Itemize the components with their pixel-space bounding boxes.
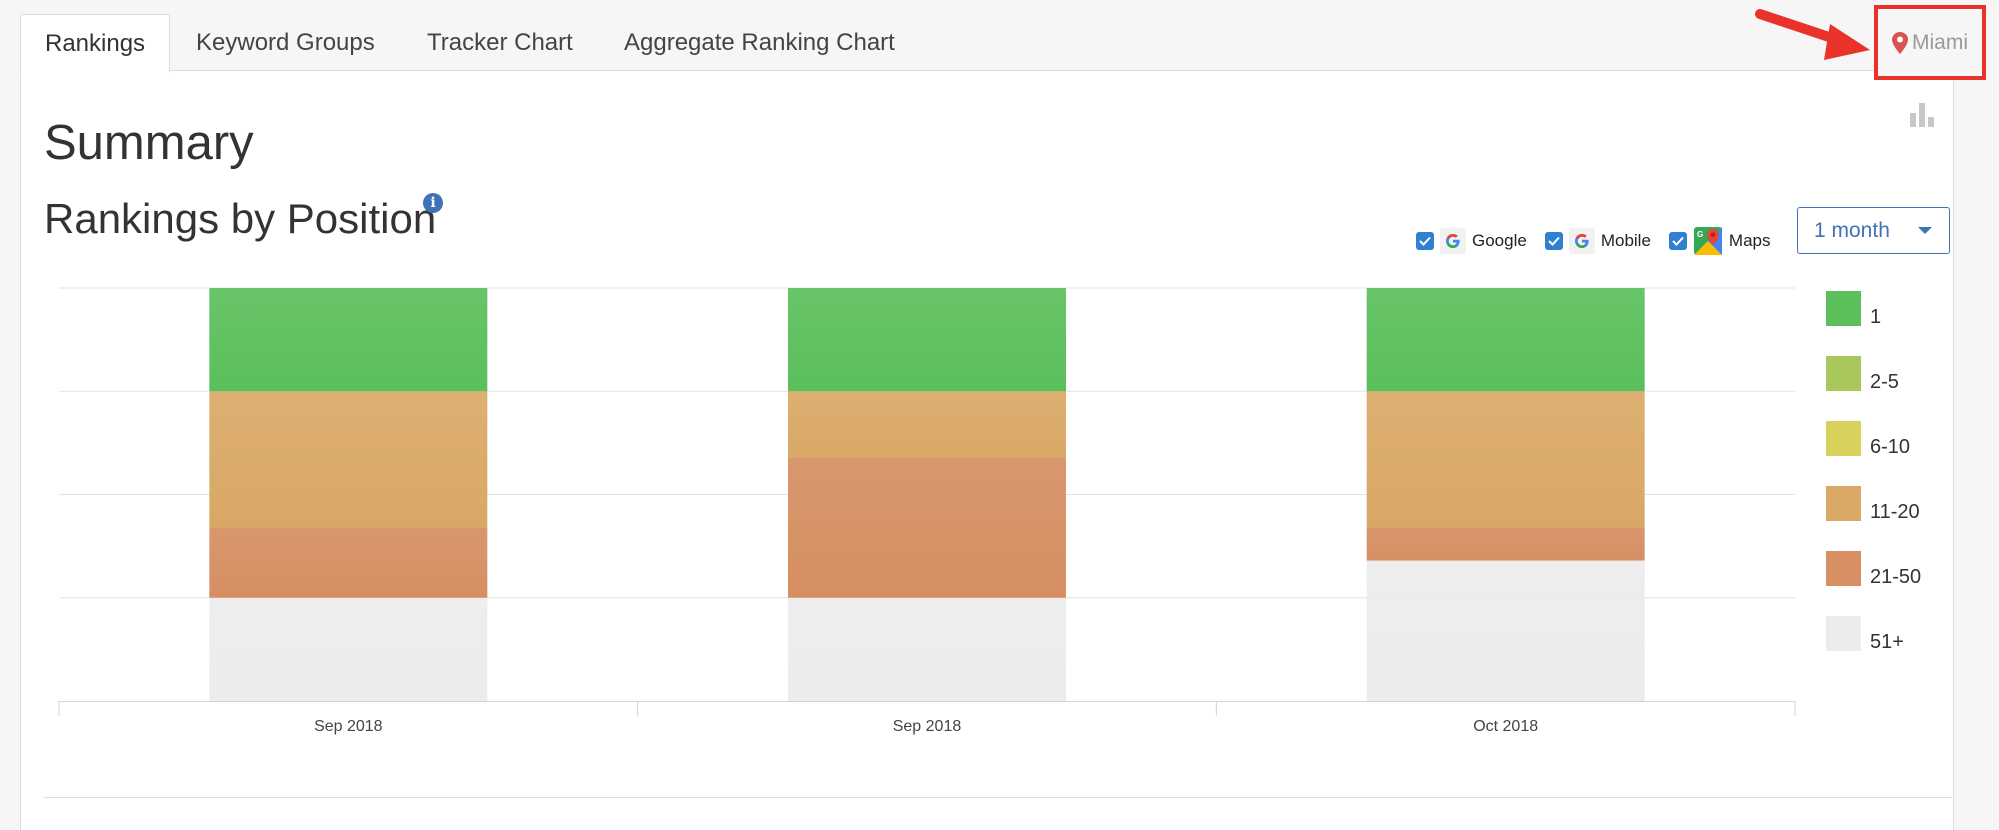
legend-swatch bbox=[1826, 421, 1861, 456]
tab-bar-divider bbox=[20, 70, 1952, 71]
bar-segment-1[interactable] bbox=[1366, 288, 1645, 392]
checkmark-icon bbox=[1419, 236, 1431, 246]
legend-swatch bbox=[1826, 551, 1861, 586]
legend-swatch bbox=[1826, 486, 1861, 521]
filter-google-label: Google bbox=[1472, 231, 1527, 250]
legend-item-21-50[interactable]: 21-50 bbox=[1826, 548, 1921, 589]
legend-swatch bbox=[1826, 291, 1861, 326]
tab-rankings[interactable]: Rankings bbox=[20, 14, 171, 73]
filter-maps[interactable]: G Maps bbox=[1668, 226, 1771, 256]
bar-segment-51+[interactable] bbox=[788, 597, 1066, 701]
tab-tracker-chart[interactable]: Tracker Chart bbox=[427, 29, 573, 56]
filter-maps-label: Maps bbox=[1728, 231, 1771, 250]
bar-segment-51+[interactable] bbox=[209, 597, 488, 701]
tab-aggregate-ranking-chart[interactable]: Aggregate Ranking Chart bbox=[624, 29, 895, 56]
legend-label: 51+ bbox=[1870, 631, 1904, 653]
location-label: Miami bbox=[1912, 30, 1968, 54]
bar-segment-21-50[interactable] bbox=[209, 527, 488, 598]
summary-heading: Summary bbox=[44, 116, 254, 170]
info-icon[interactable]: i bbox=[423, 193, 443, 213]
rankings-chart: Sep 2018 Sep 2018 Oct 2018 bbox=[58, 287, 1796, 735]
annotation-arrow bbox=[1755, 9, 1870, 60]
search-engine-filters: Google Mobile G Maps bbox=[1416, 226, 1771, 256]
legend-swatch bbox=[1826, 616, 1861, 651]
legend-label: 6-10 bbox=[1870, 436, 1911, 458]
bar-segment-21-50[interactable] bbox=[788, 457, 1066, 598]
legend-item-6-10[interactable]: 6-10 bbox=[1826, 418, 1910, 459]
chevron-down-icon bbox=[1917, 227, 1932, 234]
google-icon bbox=[1440, 228, 1466, 254]
section-divider bbox=[44, 797, 1952, 798]
x-tick-label: Sep 2018 bbox=[314, 718, 383, 735]
map-pin-icon bbox=[1892, 31, 1908, 54]
period-dropdown-label: 1 month bbox=[1814, 218, 1890, 242]
legend-label: 2-5 bbox=[1870, 371, 1899, 393]
checkmark-icon bbox=[1548, 236, 1560, 246]
filter-mobile[interactable]: Mobile bbox=[1544, 228, 1651, 254]
bar-segment-11-20[interactable] bbox=[1366, 391, 1645, 528]
bar-segment-11-20[interactable] bbox=[209, 391, 488, 528]
filter-google[interactable]: Google bbox=[1416, 228, 1527, 254]
checkbox-google[interactable] bbox=[1416, 232, 1434, 250]
legend-swatch bbox=[1826, 356, 1861, 391]
checkbox-maps[interactable] bbox=[1668, 232, 1687, 250]
tab-keyword-groups[interactable]: Keyword Groups bbox=[196, 29, 375, 56]
checkmark-icon bbox=[1672, 236, 1684, 246]
bar-segment-1[interactable] bbox=[209, 288, 488, 392]
legend-item-51+[interactable]: 51+ bbox=[1826, 613, 1904, 654]
legend-label: 11-20 bbox=[1870, 501, 1920, 523]
rankings-by-position-heading: Rankings by Position bbox=[44, 195, 437, 242]
google-icon bbox=[1568, 228, 1595, 254]
x-tick-label: Sep 2018 bbox=[893, 718, 962, 735]
filter-mobile-label: Mobile bbox=[1600, 231, 1651, 250]
checkbox-mobile[interactable] bbox=[1544, 232, 1563, 250]
bar-segment-51+[interactable] bbox=[1366, 560, 1645, 701]
legend-label: 21-50 bbox=[1870, 566, 1922, 588]
svg-text:G: G bbox=[1697, 230, 1703, 239]
period-dropdown[interactable]: 1 month bbox=[1797, 207, 1950, 254]
chart-type-icon[interactable] bbox=[1910, 103, 1936, 127]
x-tick-label: Oct 2018 bbox=[1473, 718, 1538, 735]
bar-segment-11-20[interactable] bbox=[788, 391, 1066, 458]
bar-segment-21-50[interactable] bbox=[1366, 527, 1645, 561]
legend-item-1[interactable]: 1 bbox=[1826, 288, 1881, 329]
bar-segment-1[interactable] bbox=[788, 288, 1066, 392]
legend-item-2-5[interactable]: 2-5 bbox=[1826, 353, 1899, 394]
google-maps-icon: G bbox=[1693, 227, 1722, 255]
location-selector[interactable]: Miami bbox=[1874, 5, 1986, 80]
legend-item-11-20[interactable]: 11-20 bbox=[1826, 483, 1920, 524]
legend-label: 1 bbox=[1870, 306, 1882, 328]
